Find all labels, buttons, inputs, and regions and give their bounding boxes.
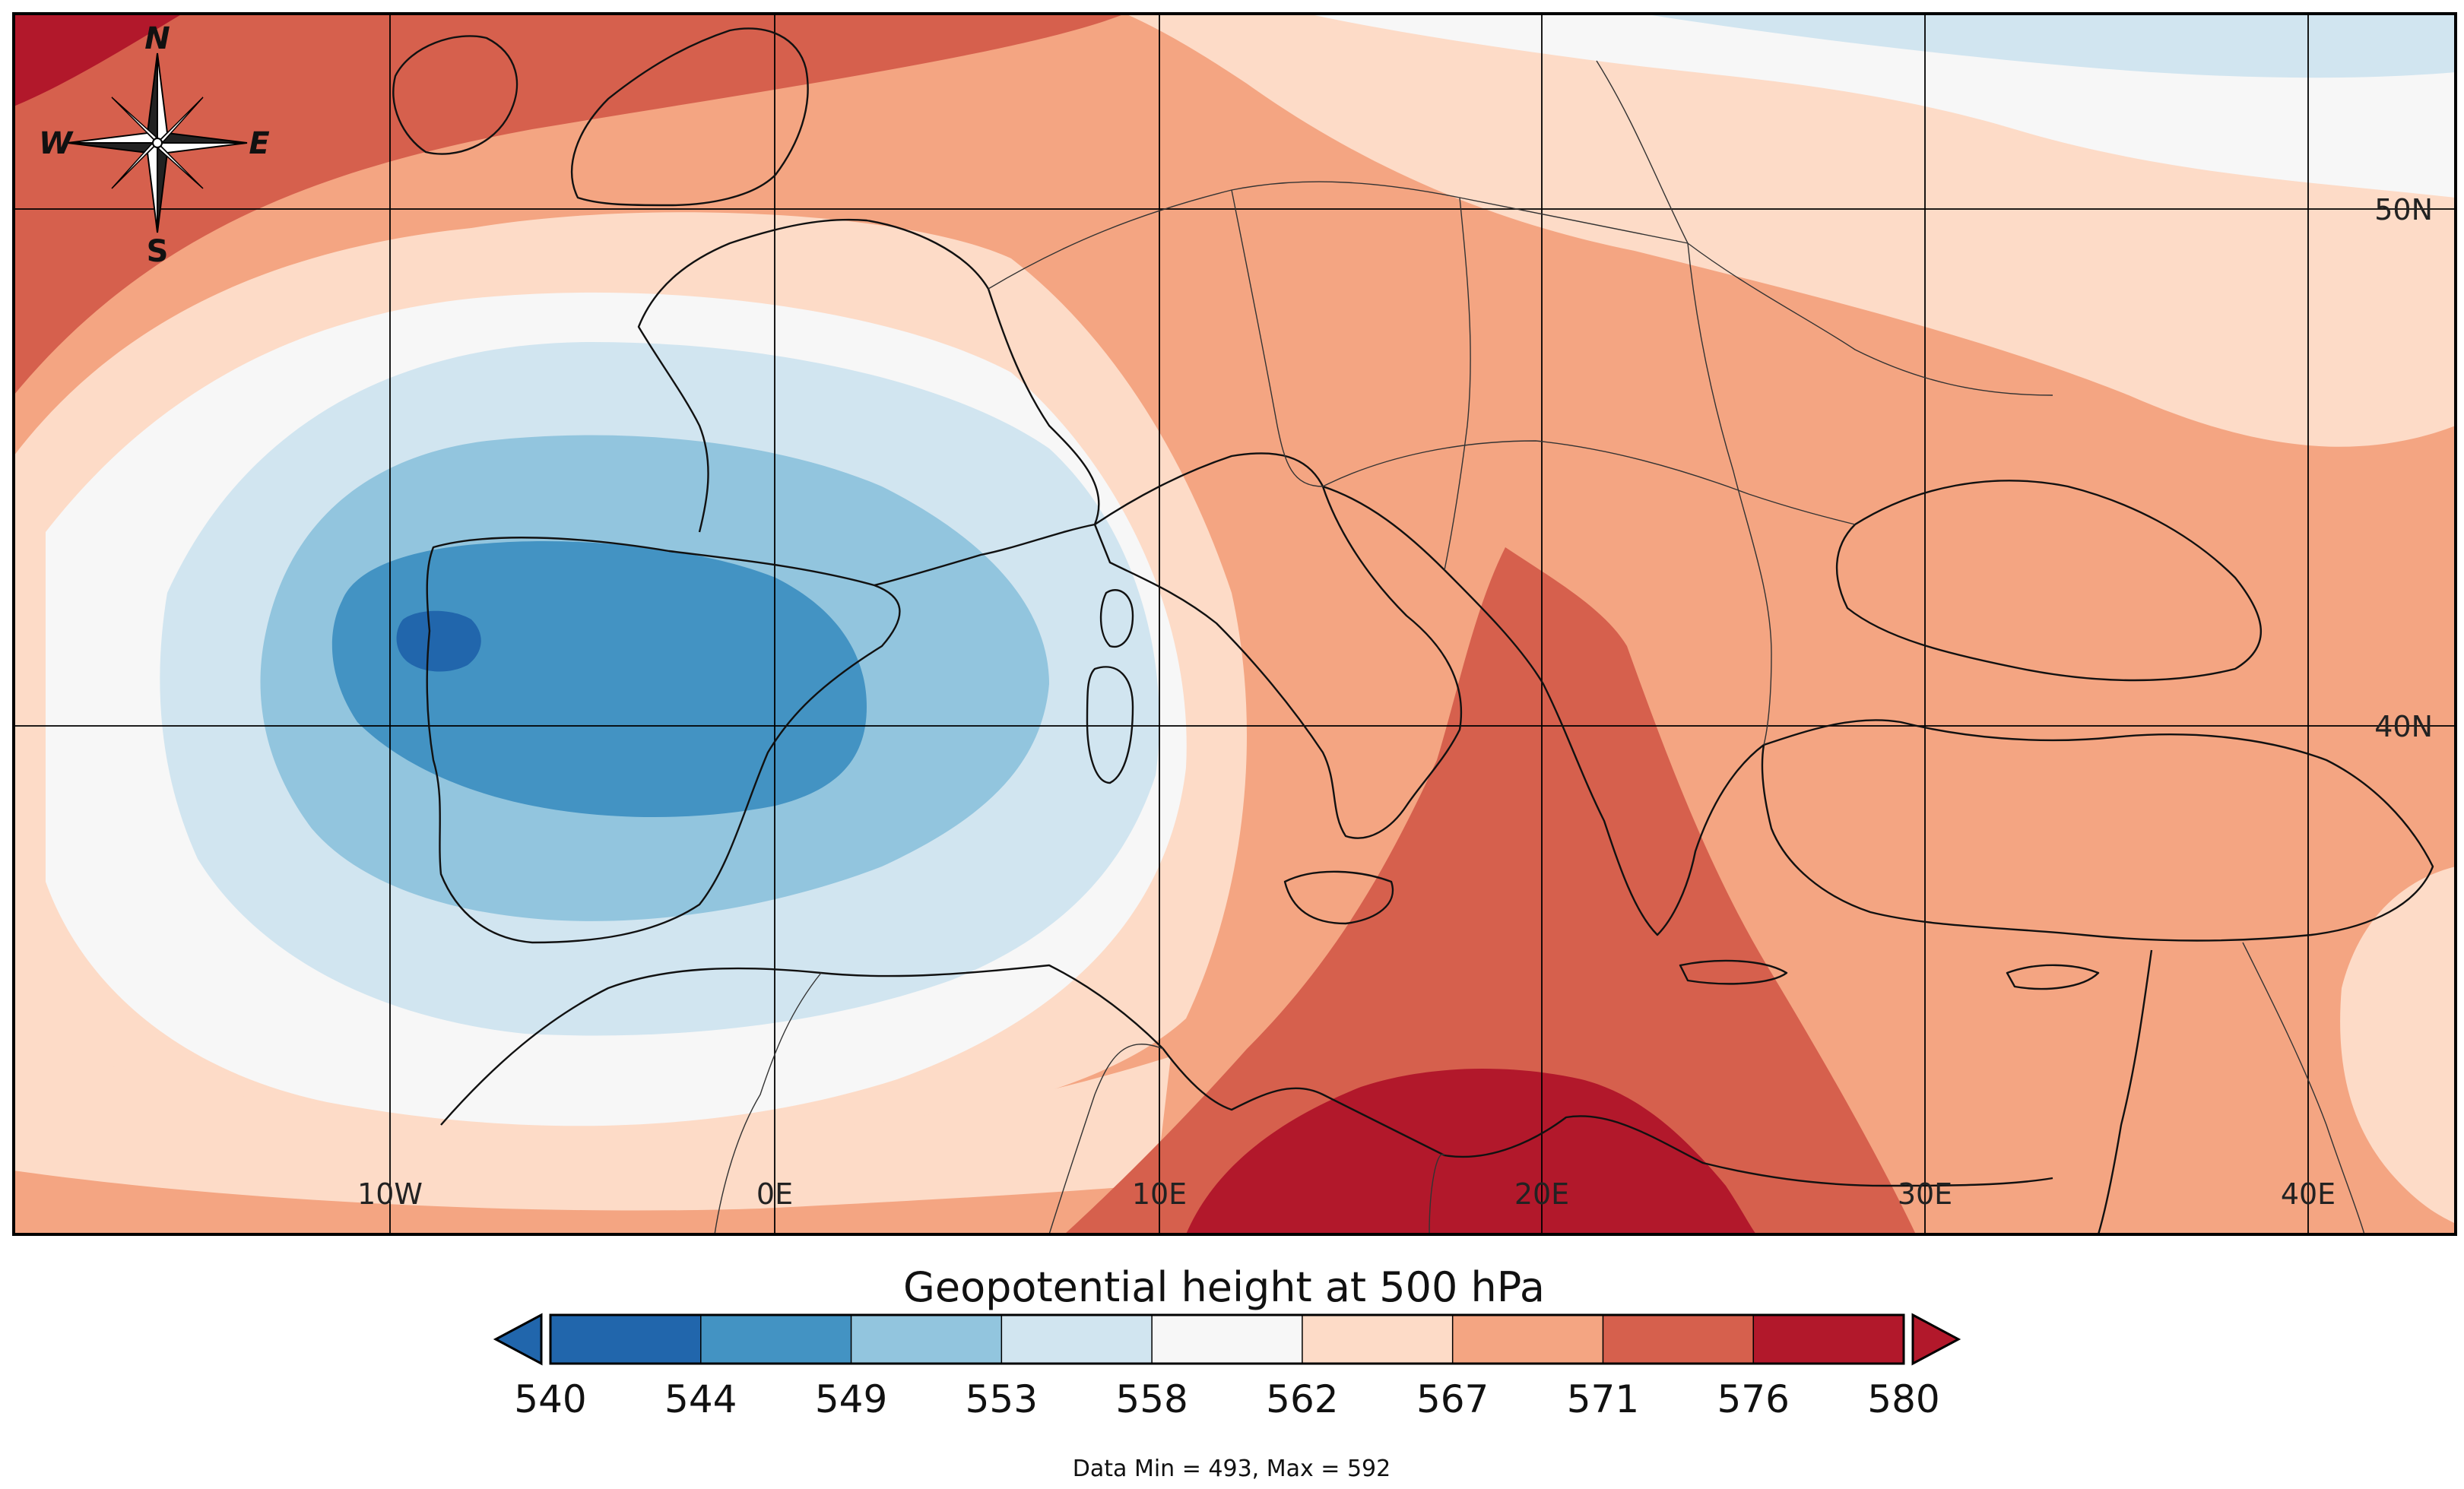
coastline-italy: [1093, 452, 1463, 839]
coastline-levant: [2097, 949, 2153, 1234]
colorbar: 540 544 549 553 558 562 567 571 576 580: [493, 1313, 1961, 1421]
border-line: [2242, 942, 2365, 1234]
border-line: [1231, 189, 1324, 487]
coastline-britain: [571, 27, 809, 207]
colorbar-segment: [851, 1315, 1002, 1364]
latitude-label: 50N: [2374, 193, 2433, 227]
contour-fill-553-558-north: [1642, 14, 2456, 78]
longitude-label: 40E: [2281, 1177, 2336, 1211]
colorbar-tick-label: 567: [1416, 1377, 1489, 1421]
compass-rose: N S E W: [39, 21, 270, 269]
borders: [714, 60, 2365, 1234]
colorbar-tick-label: 576: [1717, 1377, 1790, 1421]
coastline-sardinia: [1086, 666, 1134, 784]
colorbar-tick-label: 558: [1115, 1377, 1188, 1421]
coastline-iberia: [426, 537, 901, 944]
colorbar-title: Geopotential height at 500 hPa: [903, 1263, 1545, 1311]
compass-east-label: E: [249, 126, 269, 161]
contour-fill-562-567-southeast: [2340, 866, 2456, 1224]
colorbar-segment: [550, 1315, 702, 1364]
map-frame: [12, 12, 2457, 1236]
contour-fill-562-567-southwest: [14, 1034, 1171, 1234]
coastline-sicily: [1283, 870, 1394, 925]
border-line: [1048, 1044, 1164, 1234]
coastline-north-africa: [440, 964, 2053, 1187]
colorbar-segment: [1603, 1315, 1754, 1364]
colorbar-segment: [1001, 1315, 1153, 1364]
coastline-crete: [1679, 959, 1788, 985]
colorbar-segment: [1753, 1315, 1904, 1364]
longitude-labels: 10W 0E 10E 20E 30E 40E: [357, 1177, 2336, 1211]
compass-north-label: N: [144, 21, 170, 56]
contour-fill-576-580-ridge: [1186, 1069, 1756, 1234]
latitude-labels: 50N 40N: [2374, 193, 2433, 743]
longitude-label: 10W: [357, 1177, 423, 1211]
compass-south-label: S: [147, 234, 169, 269]
border-line: [1596, 60, 2053, 396]
border-line: [1687, 242, 1772, 746]
longitude-label: 10E: [1132, 1177, 1187, 1211]
colorbar-tick-label: 553: [966, 1377, 1038, 1421]
colorbar-tick-label: 540: [514, 1377, 586, 1421]
contour-fill-571-576-ridge: [1064, 547, 1916, 1234]
longitude-label: 20E: [1514, 1177, 1569, 1211]
coastline-turkey: [1761, 719, 2434, 942]
longitude-label: 0E: [756, 1177, 793, 1211]
coastline-france: [637, 218, 1100, 587]
colorbar-segment: [1452, 1315, 1603, 1364]
contour-fill-571-576-northwest: [14, 14, 1125, 395]
coastline-cyprus: [2006, 964, 2100, 990]
colorbar-over-arrow: [1911, 1313, 1961, 1366]
colorbar-tick-label: 549: [815, 1377, 887, 1421]
border-line: [1444, 197, 1471, 571]
coastline-black-sea: [1835, 480, 2263, 682]
compass-west-label: W: [39, 126, 74, 161]
data-stats-footer: Data Min = 493, Max = 592: [1073, 1456, 1391, 1482]
border-line: [714, 972, 822, 1234]
map-panel: N S E W 10W 0E 10E 20E 30E 40E 50N 40N: [14, 14, 2456, 1234]
colorbar-segment: [700, 1315, 852, 1364]
colorbar-frame: [549, 1313, 1905, 1365]
contour-fill-540-544-trough: [396, 610, 481, 672]
border-line: [988, 181, 1689, 290]
graticule: [14, 14, 2456, 1234]
latitude-label: 40N: [2374, 710, 2433, 743]
border-line: [1429, 1154, 1445, 1234]
colorbar-segment: [1302, 1315, 1454, 1364]
compass-center-icon: [152, 138, 163, 148]
colorbar-tick-label: 562: [1266, 1377, 1338, 1421]
colorbar-tick-label: 580: [1867, 1377, 1939, 1421]
contour-fill-567-571-southwest: [14, 1171, 1140, 1234]
colorbar-under-arrow: [493, 1313, 543, 1366]
colorbar-segments: [550, 1315, 1904, 1364]
coastline-corsica: [1099, 589, 1134, 648]
colorbar-segment: [1152, 1315, 1303, 1364]
colorbar-tick-label: 571: [1567, 1377, 1639, 1421]
contour-fill-576-580-northwest: [14, 14, 182, 106]
colorbar-ticks: 540 544 549 553 558 562 567 571 576 580: [514, 1377, 1939, 1421]
border-line: [1322, 440, 1856, 525]
longitude-label: 30E: [1898, 1177, 1952, 1211]
contour-fill-544-549-trough: [331, 541, 867, 817]
coastline-ireland: [392, 35, 518, 155]
colorbar-tick-label: 544: [664, 1377, 737, 1421]
